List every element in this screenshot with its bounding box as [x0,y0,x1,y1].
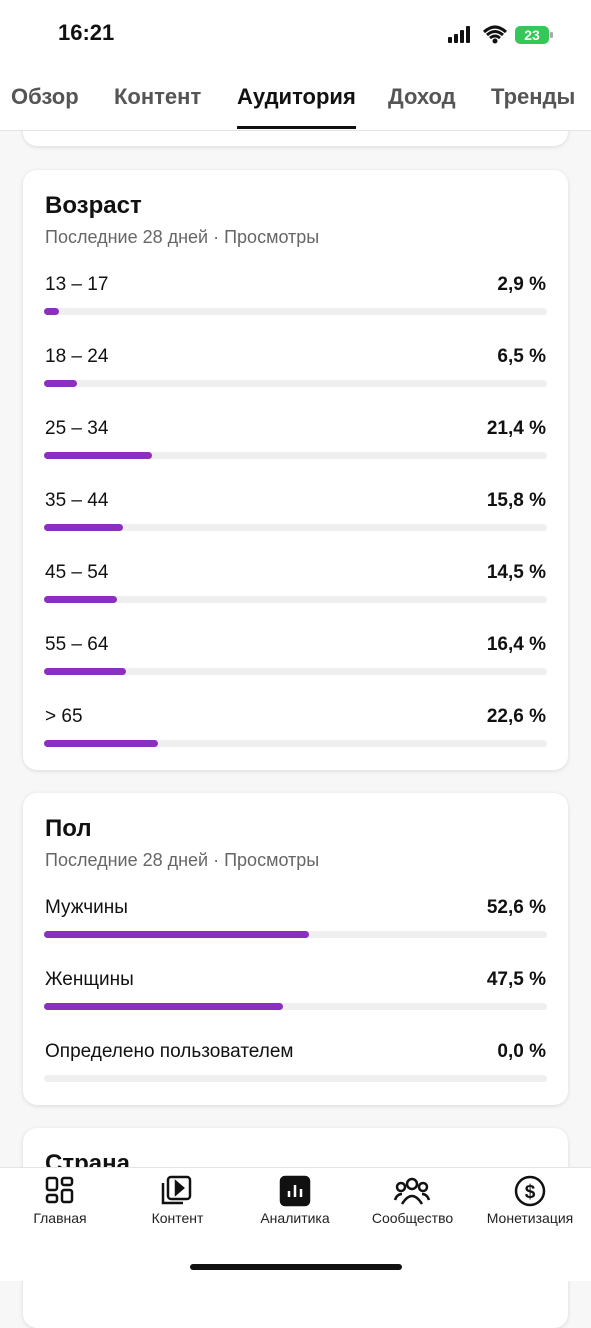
row-label: 45 – 54 [45,562,109,583]
bottom-nav: $ [0,1167,591,1281]
bar [44,1003,283,1010]
row-value: 2,9 % [497,274,546,295]
row-label: > 65 [45,706,83,727]
row-value: 14,5 % [486,562,546,583]
bar-track [44,596,547,603]
bar [44,452,152,459]
bar-track [44,380,547,387]
row-value: 0,0 % [497,1041,546,1062]
tab[interactable]: Аудитория [237,84,356,109]
nav-item[interactable]: Главная [33,1210,87,1226]
bar-track [44,308,547,315]
row-label: 55 – 64 [45,634,109,655]
card: Пол Последние 28 дней · Просмотры Мужчины 5… [23,793,568,1105]
card-title: Возраст [45,192,142,219]
card-subtitle: Последние 28 дней · Просмотры [45,850,320,870]
row-label: 13 – 17 [45,274,109,295]
row-value: 52,6 % [486,897,546,918]
card: Возраст Последние 28 дней · Просмотры 13 –… [23,170,568,770]
bar-track [44,452,547,459]
nav-item[interactable]: Контент [151,1210,204,1226]
row-label: 18 – 24 [45,346,109,367]
nav-icons: $ [45,1175,546,1207]
row-label: 35 – 44 [45,490,109,511]
row-label: Мужчины [45,897,128,918]
tab[interactable]: Тренды [491,84,576,109]
bar-track [44,524,547,531]
row-value: 16,4 % [486,634,546,655]
svg-text:$: $ [525,1182,536,1203]
bar-track [44,1075,547,1082]
tab[interactable]: Доход [388,84,456,109]
row-value: 15,8 % [486,490,546,511]
status-icons: 23 [448,25,553,44]
row-value: 22,6 % [486,706,546,727]
home-indicator [190,1264,402,1270]
battery-level: 23 [524,27,540,43]
bar [44,380,77,387]
row-value: 47,5 % [486,969,546,990]
row-label: Определено пользователем [45,1041,294,1062]
status-time: 16:21 [58,20,115,45]
card-subtitle: Последние 28 дней · Просмотры [45,227,320,247]
nav-item[interactable]: Аналитика [260,1210,330,1226]
bar [44,740,158,747]
bar [44,308,59,315]
row-label: 25 – 34 [45,418,109,439]
row-value: 6,5 % [497,346,546,367]
row-label: Женщины [45,969,134,990]
bar-track [44,740,547,747]
bar [44,931,309,938]
screen: 16:21 23 Обзор Контент Аудитория Доход Тренд… [0,0,591,1281]
bar [44,524,124,531]
tab-underline [237,126,356,129]
row-value: 21,4 % [486,418,546,439]
bar-track [44,668,547,675]
bar [44,668,127,675]
nav-item[interactable]: Сообщество [371,1210,454,1226]
tab[interactable]: Обзор [11,84,79,109]
card-title: Пол [45,815,92,842]
header: 16:21 23 Обзор Контент Аудитория Доход Тренд… [0,0,591,131]
bar-track [44,1003,547,1010]
bar-track [44,931,547,938]
tab[interactable]: Контент [114,84,202,109]
bar [44,596,117,603]
nav-item[interactable]: Монетизация [486,1210,574,1226]
